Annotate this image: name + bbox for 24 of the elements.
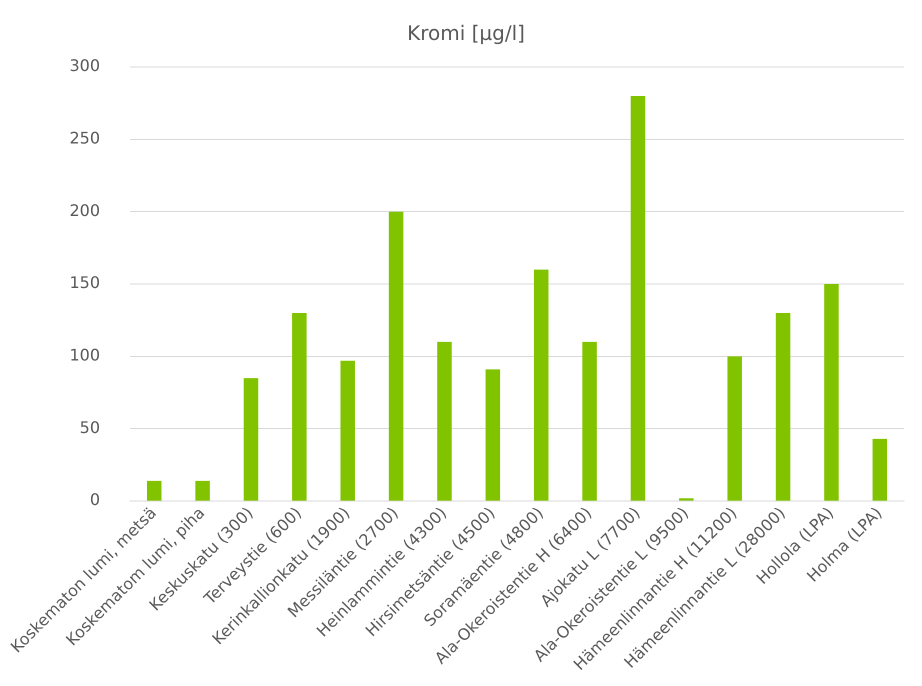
chart-title: Kromi [µg/l] [407,21,525,46]
bar [195,480,210,501]
bar [679,498,694,501]
bar [824,284,839,501]
y-tick-label: 50 [80,418,100,437]
bar [486,369,500,501]
bar [292,312,307,501]
bar [582,342,597,501]
bar [244,378,258,501]
bar [146,480,162,501]
bar [630,96,646,501]
bar [872,438,888,501]
bar [534,270,548,501]
bar [776,312,790,501]
bar [340,360,355,501]
y-tick-label: 300 [69,56,100,76]
bar [727,356,742,501]
bar [388,212,404,501]
y-tick-label: 250 [69,128,100,148]
y-tick-label: 150 [69,273,100,292]
bar [437,342,452,501]
y-tick-label: 0 [90,490,100,510]
y-tick-label: 100 [69,346,100,365]
y-tick-label: 200 [69,200,100,220]
